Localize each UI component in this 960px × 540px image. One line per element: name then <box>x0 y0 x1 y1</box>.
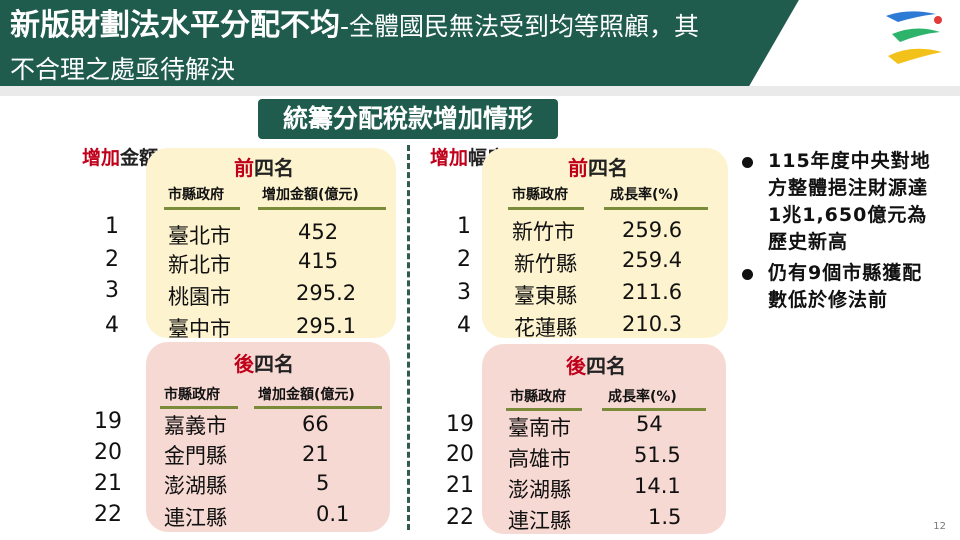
amount-top-rank-2: 2 <box>105 247 119 272</box>
growth-bottom-head-value-underline <box>602 408 706 411</box>
growth-top-value-3: 211.6 <box>622 280 683 304</box>
section-divider <box>407 145 410 530</box>
amount-top-panel: 前四名 市縣政府 增加金額(億元) <box>146 148 396 338</box>
growth-bottom-value-20: 51.5 <box>634 443 681 467</box>
amount-top-value-3: 295.2 <box>296 281 357 305</box>
growth-top-head-value: 成長率(%) <box>610 187 679 203</box>
slide-title: 新版財劃法水平分配不均-全體國民無法受到均等照顧，其 不合理之處亟待解決 <box>10 6 840 93</box>
amount-bottom-name-19: 嘉義市 <box>164 414 227 438</box>
growth-bottom-name-19: 臺南市 <box>508 416 571 440</box>
amount-label-highlight: 增加 <box>82 147 121 169</box>
logo-icon <box>886 11 942 64</box>
growth-top-rank-2: 2 <box>457 247 471 272</box>
amount-top-value-2: 415 <box>298 249 339 273</box>
growth-top-name-1: 新竹市 <box>512 220 575 244</box>
bullet-dot-icon <box>742 157 753 168</box>
growth-bottom-name-22: 連江縣 <box>508 509 571 533</box>
amount-bottom-rank-19: 19 <box>94 409 122 434</box>
page-number: 12 <box>933 521 946 532</box>
growth-bottom-name-20: 高雄市 <box>508 447 571 471</box>
growth-top-title-rest: 四名 <box>588 156 628 180</box>
growth-top-value-1: 259.6 <box>622 218 683 242</box>
growth-bottom-value-19: 54 <box>636 412 663 436</box>
growth-top-head-gov-underline <box>508 207 584 210</box>
amount-bottom-head-value: 增加金額(億元) <box>258 387 355 403</box>
amount-bottom-panel: 後四名 市縣政府 增加金額(億元) <box>146 342 390 532</box>
key-point-1: 115年度中央對地方整體挹注財源達1兆1,650億元為歷史新高 <box>742 148 932 256</box>
amount-bottom-head-gov-underline <box>160 406 238 409</box>
amount-bottom-name-22: 連江縣 <box>164 506 227 530</box>
growth-top-name-2: 新竹縣 <box>514 252 577 276</box>
growth-top-value-2: 259.4 <box>622 248 683 272</box>
growth-bottom-rank-21: 21 <box>446 473 474 498</box>
amount-top-title-hi: 前 <box>234 156 254 180</box>
amount-top-head-gov-underline <box>164 207 240 210</box>
amount-bottom-value-22: 0.1 <box>316 502 350 526</box>
amount-top-title: 前四名 <box>234 152 294 181</box>
growth-top-rank-1: 1 <box>457 214 471 239</box>
growth-bottom-title-hi: 後 <box>566 354 586 378</box>
amount-bottom-name-20: 金門縣 <box>164 444 227 468</box>
growth-bottom-rank-19: 19 <box>446 412 474 437</box>
amount-bottom-rank-20: 20 <box>94 440 122 465</box>
growth-bottom-head-value: 成長率(%) <box>608 389 677 405</box>
slide-header: 新版財劃法水平分配不均-全體國民無法受到均等照顧，其 不合理之處亟待解決 <box>0 0 960 96</box>
amount-bottom-head-value-underline <box>254 406 382 409</box>
growth-top-rank-3: 3 <box>457 280 471 305</box>
growth-bottom-name-21: 澎湖縣 <box>508 478 571 502</box>
key-point-2: 仍有9個市縣獲配數低於修法前 <box>742 260 932 314</box>
growth-bottom-head-gov: 市縣政府 <box>510 389 566 405</box>
amount-top-value-4: 295.1 <box>296 314 357 338</box>
growth-top-panel: 前四名 市縣政府 成長率(%) <box>482 148 728 338</box>
amount-top-rank-3: 3 <box>105 278 119 303</box>
title-line2: 不合理之處亟待解決 <box>10 55 236 84</box>
key-point-1-text: 115年度中央對地方整體挹注財源達1兆1,650億元為歷史新高 <box>768 150 931 253</box>
growth-bottom-rank-20: 20 <box>446 442 474 467</box>
growth-bottom-panel: 後四名 市縣政府 成長率(%) <box>482 344 726 534</box>
amount-bottom-value-20: 21 <box>302 442 329 466</box>
bullet-dot-icon <box>742 269 753 280</box>
amount-bottom-value-19: 66 <box>302 412 329 436</box>
amount-top-name-4: 臺中市 <box>168 317 231 341</box>
growth-top-title: 前四名 <box>568 152 628 181</box>
section-subtitle: 統籌分配稅款增加情形 <box>258 99 558 139</box>
amount-top-title-rest: 四名 <box>254 156 294 180</box>
growth-label-highlight: 增加 <box>430 147 469 169</box>
growth-bottom-value-22: 1.5 <box>648 505 682 529</box>
amount-top-value-1: 452 <box>298 220 339 244</box>
growth-top-head-gov: 市縣政府 <box>512 187 568 203</box>
amount-bottom-value-21: 5 <box>316 471 330 495</box>
growth-bottom-title-rest: 四名 <box>586 354 626 378</box>
key-points: 115年度中央對地方整體挹注財源達1兆1,650億元為歷史新高 仍有9個市縣獲配… <box>742 148 932 318</box>
amount-top-head-gov: 市縣政府 <box>168 187 224 203</box>
growth-bottom-rank-22: 22 <box>446 505 474 530</box>
amount-top-name-1: 臺北市 <box>168 224 231 248</box>
amount-top-name-2: 新北市 <box>168 253 231 277</box>
amount-bottom-title: 後四名 <box>234 348 294 377</box>
key-point-2-text: 仍有9個市縣獲配數低於修法前 <box>768 262 923 311</box>
amount-top-head-value: 增加金額(億元) <box>262 187 359 203</box>
amount-top-rank-4: 4 <box>105 313 119 338</box>
amount-bottom-name-21: 澎湖縣 <box>164 474 227 498</box>
growth-bottom-value-21: 14.1 <box>634 474 681 498</box>
header-stripe <box>0 86 960 96</box>
amount-bottom-head-gov: 市縣政府 <box>164 387 220 403</box>
growth-top-rank-4: 4 <box>457 313 471 338</box>
growth-top-name-3: 臺東縣 <box>514 284 577 308</box>
growth-top-name-4: 花蓮縣 <box>514 316 577 340</box>
growth-top-head-value-underline <box>604 207 708 210</box>
growth-top-title-hi: 前 <box>568 156 588 180</box>
amount-top-head-value-underline <box>258 207 386 210</box>
growth-bottom-head-gov-underline <box>506 408 582 411</box>
amount-bottom-rank-22: 22 <box>94 502 122 527</box>
amount-top-name-3: 桃園市 <box>168 285 231 309</box>
title-main: 新版財劃法水平分配不均 <box>10 8 340 43</box>
growth-bottom-title: 後四名 <box>566 350 626 379</box>
amount-top-rank-1: 1 <box>105 214 119 239</box>
amount-bottom-title-hi: 後 <box>234 352 254 376</box>
amount-bottom-title-rest: 四名 <box>254 352 294 376</box>
growth-top-value-4: 210.3 <box>622 312 683 336</box>
amount-bottom-rank-21: 21 <box>94 471 122 496</box>
title-rest: -全體國民無法受到均等照顧，其 <box>340 12 700 41</box>
